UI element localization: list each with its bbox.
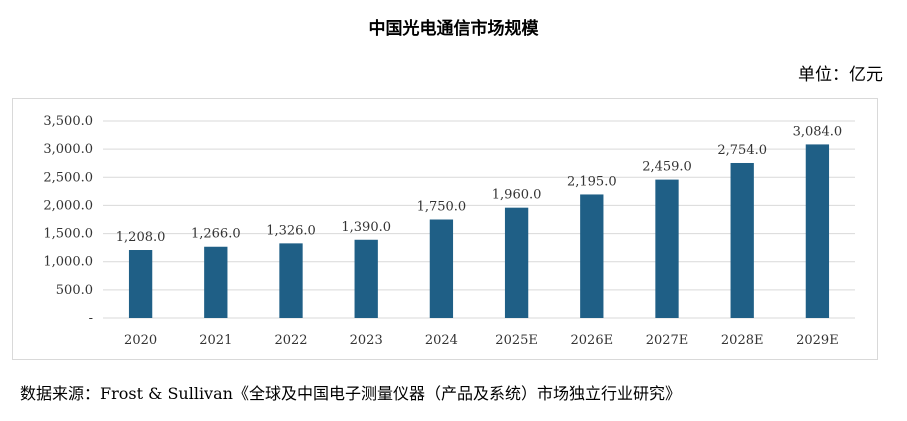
data-label: 1,208.0 [116,230,166,245]
data-label: 1,750.0 [417,200,467,215]
x-tick-label: 2027E [646,333,689,348]
bar [730,162,754,318]
bar [655,179,679,318]
x-tick-label: 2029E [796,333,839,348]
data-label: 2,459.0 [642,160,692,175]
bar [279,243,303,318]
bar [128,250,153,318]
data-label: 1,390.0 [341,220,391,235]
y-tick-label: 500.0 [56,283,93,298]
chart-frame [12,98,878,360]
y-tick-label: 1,500.0 [43,227,93,242]
y-tick-label: 2,000.0 [43,198,93,213]
data-label: 1,960.0 [492,188,542,203]
x-tick-label: 2025E [495,333,538,348]
bar [580,194,604,318]
source-note: 数据来源：Frost & Sullivan《全球及中国电子测量仪器（产品及系统）… [20,384,681,403]
chart-title: 中国光电通信市场规模 [368,19,539,39]
x-tick-label: 2021 [199,333,232,348]
y-tick-label: 3,000.0 [43,142,93,157]
bar [354,239,378,318]
bar [429,219,454,318]
x-tick-label: 2023 [350,333,383,348]
data-label: 2,754.0 [717,143,767,158]
data-label: 1,326.0 [266,223,316,238]
unit-label: 单位：亿元 [798,65,883,85]
bar [504,207,529,318]
data-label: 2,195.0 [567,174,617,189]
x-tick-label: 2026E [571,333,614,348]
bar [805,144,830,318]
data-label: 1,266.0 [191,227,241,242]
y-tick-label: 1,000.0 [43,255,93,270]
x-tick-label: 2024 [425,333,458,348]
y-tick-label: - [89,311,93,326]
bar [204,246,228,318]
x-tick-label: 2028E [721,333,764,348]
x-tick-label: 2022 [274,333,307,348]
y-tick-label: 3,500.0 [43,114,93,129]
x-tick-label: 2020 [124,333,157,348]
y-tick-label: 2,500.0 [43,170,93,185]
data-label: 3,084.0 [793,124,843,139]
